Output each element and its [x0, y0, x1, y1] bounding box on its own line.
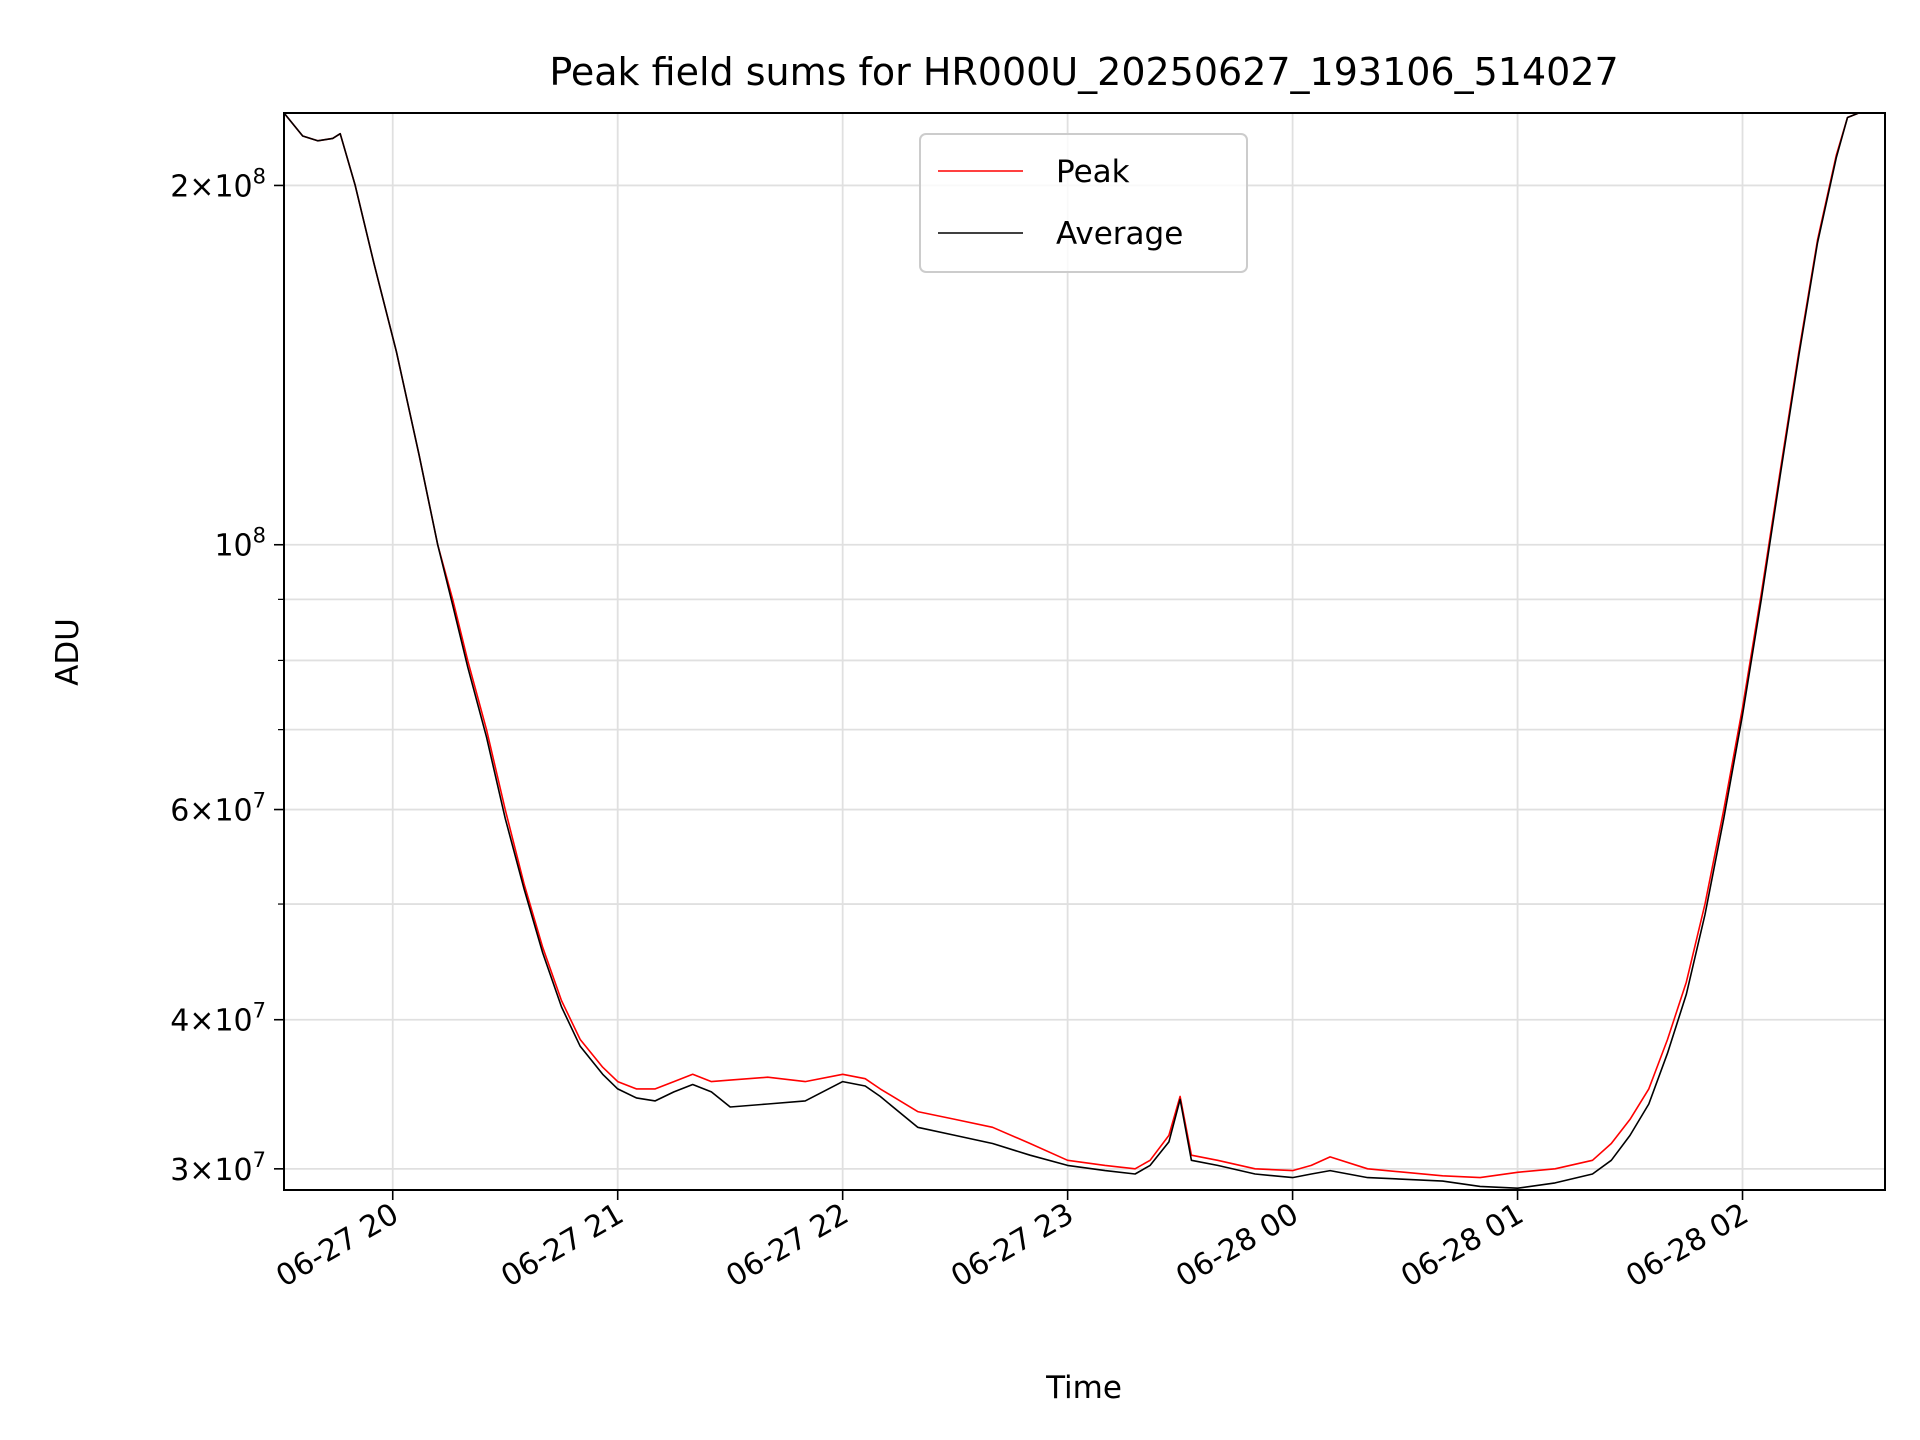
legend-label-average: Average: [1056, 216, 1183, 252]
y-tick-mantissa: 6: [170, 794, 189, 829]
y-tick-mantissa: 2: [170, 169, 189, 204]
legend-box: [919, 133, 1248, 273]
y-axis-label: ADU: [50, 618, 86, 686]
y-tick-label: 6×107: [170, 789, 266, 829]
y-tick-exponent: 7: [253, 1148, 266, 1172]
series-line-average: [284, 113, 1870, 1189]
y-tick-exponent: 8: [253, 164, 266, 188]
y-tick-exponent: 8: [253, 524, 266, 548]
grid: [284, 113, 1885, 1190]
chart-title: Peak field sums for HR000U_20250627_1931…: [549, 50, 1618, 94]
legend-label-peak: Peak: [1056, 154, 1130, 190]
y-tick-label: 108: [214, 524, 266, 564]
y-tick-label: 2×108: [170, 164, 266, 204]
legend: Peak Average: [919, 133, 1248, 273]
y-tick-mantissa: 4: [170, 1004, 189, 1039]
y-tick-mantissa: 3: [170, 1153, 189, 1188]
plot-frame: [283, 112, 1886, 1191]
y-axis: 2×108 108 6×107 4×107 3×107: [170, 164, 284, 1188]
y-tick-label: 4×107: [170, 999, 266, 1039]
y-tick-exponent: 7: [253, 789, 266, 813]
y-tick-exponent: 7: [253, 999, 266, 1023]
series-line-peak: [284, 113, 1870, 1179]
plot-area: [283, 112, 1886, 1191]
y-tick-label: 3×107: [170, 1148, 266, 1188]
series-layer: [284, 113, 1870, 1189]
x-axis-label: Time: [1045, 1370, 1122, 1406]
